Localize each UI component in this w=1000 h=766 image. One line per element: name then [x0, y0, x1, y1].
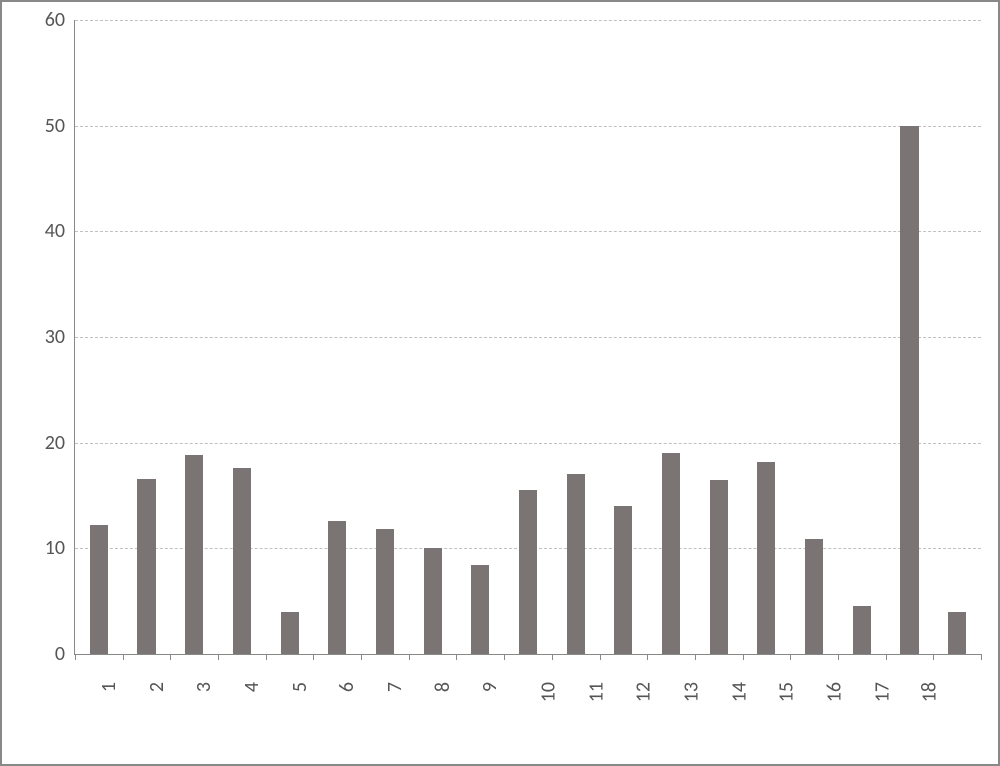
x-tick-label: 17 [870, 682, 894, 702]
bar [519, 490, 537, 654]
x-tick-label: 1 [97, 682, 121, 692]
x-tick-mark [218, 654, 219, 660]
x-tick-label: 9 [478, 682, 502, 692]
x-tick-mark [409, 654, 410, 660]
y-tick-label: 50 [45, 114, 65, 138]
x-tick-mark [933, 654, 934, 660]
bar [376, 529, 394, 654]
x-tick-mark [695, 654, 696, 660]
x-tick-mark [552, 654, 553, 660]
x-tick-label: 7 [383, 682, 407, 692]
bar [757, 462, 775, 654]
bar [281, 612, 299, 654]
y-tick-label: 20 [45, 431, 65, 455]
bar [567, 474, 585, 654]
x-tick-mark [838, 654, 839, 660]
bar [424, 548, 442, 654]
chart-frame: 0102030405060123456789101112131415161718… [0, 0, 1000, 766]
x-tick-mark [313, 654, 314, 660]
bar [853, 606, 871, 654]
bar [90, 525, 108, 654]
x-tick-label: 12 [632, 682, 656, 702]
x-tick-mark [600, 654, 601, 660]
x-tick-mark [504, 654, 505, 660]
y-tick-label: 10 [45, 536, 65, 560]
bars-layer [75, 20, 981, 654]
y-tick-label: 30 [45, 325, 65, 349]
x-tick-mark [266, 654, 267, 660]
x-tick-label: 10 [536, 682, 560, 702]
x-tick-mark [647, 654, 648, 660]
bar [900, 126, 918, 654]
x-tick-mark [361, 654, 362, 660]
bar [710, 480, 728, 654]
x-tick-label: 13 [679, 682, 703, 702]
x-tick-label: 15 [775, 682, 799, 702]
x-tick-mark [886, 654, 887, 660]
x-tick-label: 4 [240, 682, 264, 692]
bar [948, 612, 966, 654]
x-tick-label: 5 [288, 682, 312, 692]
x-tick-label: 8 [431, 682, 455, 692]
x-tick-label: 2 [145, 682, 169, 692]
x-tick-mark [456, 654, 457, 660]
x-tick-mark [170, 654, 171, 660]
x-tick-label: 18 [918, 682, 942, 702]
x-tick-mark [123, 654, 124, 660]
bar [137, 479, 155, 654]
x-tick-label: 6 [335, 682, 359, 692]
x-tick-mark [743, 654, 744, 660]
plot-area: 0102030405060123456789101112131415161718… [74, 20, 981, 655]
x-tick-label: 14 [727, 682, 751, 702]
bar [614, 506, 632, 654]
x-tick-mark [790, 654, 791, 660]
bar [662, 453, 680, 654]
x-tick-label: 16 [822, 682, 846, 702]
bar [233, 468, 251, 654]
x-tick-mark [75, 654, 76, 660]
y-tick-label: 0 [55, 642, 65, 666]
bar [471, 565, 489, 654]
bar [805, 539, 823, 654]
y-tick-label: 40 [45, 219, 65, 243]
x-tick-mark [981, 654, 982, 660]
bar [185, 455, 203, 654]
x-tick-label: 11 [584, 682, 608, 702]
x-tick-label: 3 [192, 682, 216, 692]
bar [328, 521, 346, 654]
y-tick-label: 60 [45, 8, 65, 32]
